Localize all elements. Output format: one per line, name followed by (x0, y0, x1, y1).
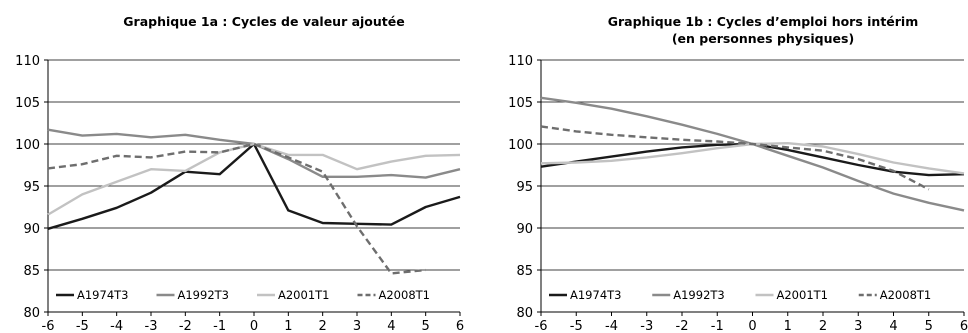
x-tick-label: 2 (819, 319, 827, 333)
legend-label: A1974T3 (570, 288, 621, 302)
x-tick-label: -2 (676, 319, 689, 333)
series-line-a1992t3 (540, 96, 965, 212)
x-tick-label: -4 (605, 319, 618, 333)
y-tick-label: 105 (15, 96, 40, 111)
x-tick-label: -3 (640, 319, 653, 333)
x-tick-label: 3 (854, 319, 862, 333)
chart-panel-1a: Graphique 1a : Cycles de valeur ajoutée … (0, 0, 480, 333)
chart-subtitle: (en personnes physiques) (672, 31, 854, 46)
x-tick-label: -1 (711, 319, 724, 333)
x-tick-label: 3 (353, 319, 361, 333)
y-tick-label: 80 (23, 306, 40, 321)
x-tick-label: -1 (213, 319, 226, 333)
y-tick-label: 110 (508, 54, 533, 69)
y-tick-label: 95 (516, 180, 533, 195)
x-tick-label: 0 (748, 319, 756, 333)
x-tick-label: -6 (42, 319, 55, 333)
x-tick-label: 4 (387, 319, 395, 333)
legend-label: A2008T1 (379, 288, 430, 302)
x-tick-label: 1 (284, 319, 292, 333)
chart-1a: Graphique 1a : Cycles de valeur ajoutée … (15, 14, 464, 333)
legend-background (544, 285, 961, 305)
x-tick-label: 5 (422, 319, 430, 333)
series-line-a2001t1 (47, 142, 461, 216)
y-tick-label: 85 (516, 264, 533, 279)
legend-label: A2008T1 (880, 288, 931, 302)
y-tick-label: 100 (508, 138, 533, 153)
x-tick-label: -5 (570, 319, 583, 333)
legend-background (51, 285, 457, 305)
y-tick-label: 110 (15, 54, 40, 69)
y-tick-label: 85 (23, 264, 40, 279)
x-tick-label: -5 (76, 319, 89, 333)
series-line-a1992t3 (47, 128, 461, 179)
x-tick-label: 6 (456, 319, 464, 333)
y-tick-label: 95 (23, 180, 40, 195)
legend-label: A2001T1 (777, 288, 828, 302)
x-tick-label: 4 (889, 319, 897, 333)
y-tick-label: 90 (516, 222, 533, 237)
y-tick-label: 80 (516, 306, 533, 321)
series-line-a1974t3 (540, 142, 965, 177)
x-tick-label: 1 (784, 319, 792, 333)
x-tick-label: 0 (250, 319, 258, 333)
legend: A1974T3 A1992T3 A2001T1 A2008T1 (544, 285, 961, 305)
y-tick-label: 105 (508, 96, 533, 111)
x-tick-label: -2 (179, 319, 192, 333)
chart-1b: Graphique 1b : Cycles d’emploi hors inté… (508, 14, 968, 333)
legend: A1974T3 A1992T3 A2001T1 A2008T1 (51, 285, 457, 305)
series-line-a2008t1 (47, 142, 426, 275)
x-tick-label: 5 (925, 319, 933, 333)
y-tick-label: 90 (23, 222, 40, 237)
chart-title: Graphique 1b : Cycles d’emploi hors inté… (608, 14, 919, 29)
legend-label: A1974T3 (77, 288, 128, 302)
chart-title: Graphique 1a : Cycles de valeur ajoutée (123, 14, 404, 29)
x-tick-label: 6 (960, 319, 968, 333)
series-line-a2008t1 (540, 125, 930, 191)
plot-area: 80 85 90 95 100 105 110 -6 -5 -4 -3 -2 -1 0 1 2 3 4 5 6 A197… (508, 54, 968, 333)
chart-panel-1b: Graphique 1b : Cycles d’emploi hors inté… (484, 0, 968, 333)
x-tick-label: 2 (319, 319, 327, 333)
y-tick-label: 100 (15, 138, 40, 153)
plot-area: 80 85 90 95 100 105 110 -6 -5 -4 -3 -2 -1 0 1 2 3 4 5 6 A197… (15, 54, 464, 333)
legend-label: A1992T3 (178, 288, 229, 302)
legend-label: A2001T1 (278, 288, 329, 302)
x-tick-label: -4 (110, 319, 123, 333)
x-tick-label: -6 (535, 319, 548, 333)
x-tick-label: -3 (145, 319, 158, 333)
legend-label: A1992T3 (673, 288, 724, 302)
